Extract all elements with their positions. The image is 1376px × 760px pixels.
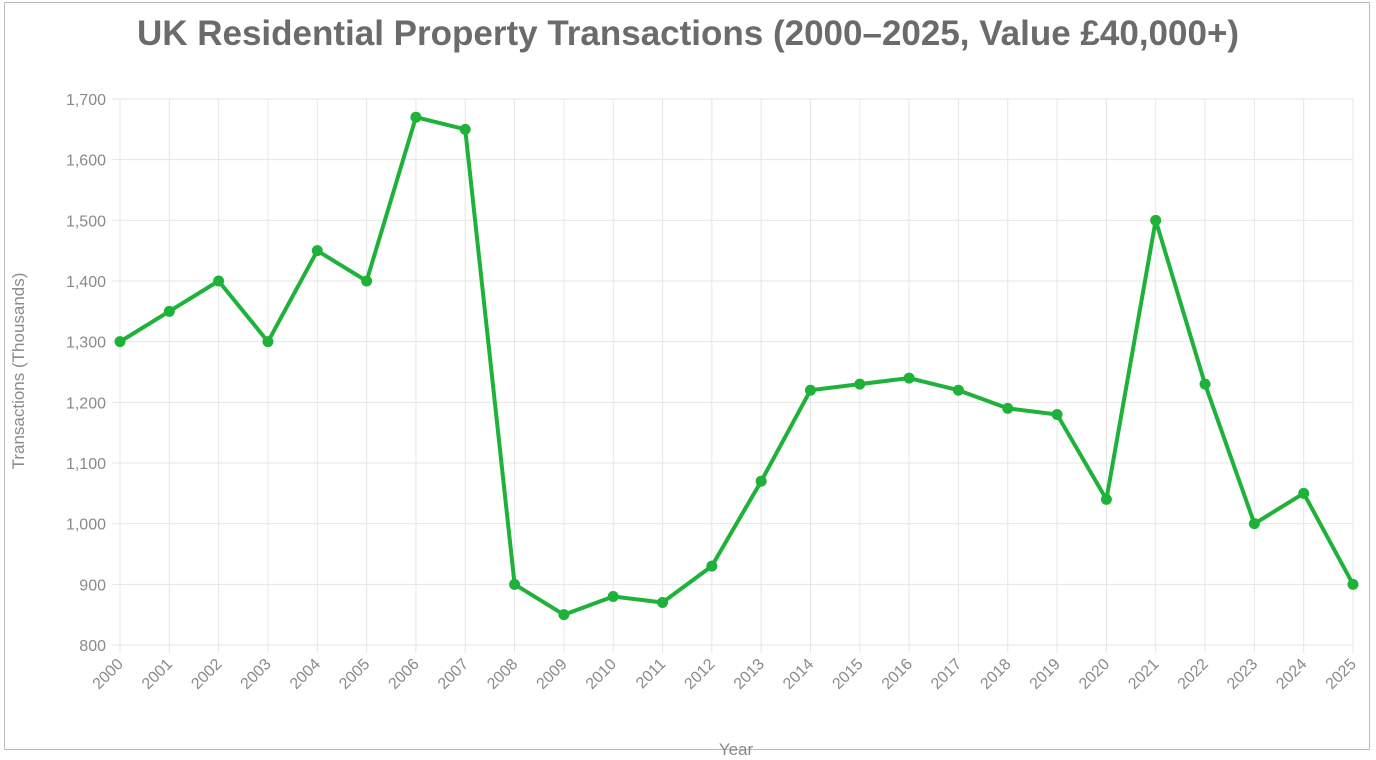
x-tick-label: 2014 xyxy=(780,656,817,693)
data-point xyxy=(509,578,521,590)
x-tick-label: 2018 xyxy=(977,656,1014,693)
x-tick-label: 2013 xyxy=(731,656,768,693)
x-tick-label: 2011 xyxy=(633,656,669,692)
x-tick-label: 2000 xyxy=(90,656,127,693)
data-point xyxy=(607,590,619,602)
x-tick-label: 2022 xyxy=(1175,656,1212,693)
y-tick-label: 900 xyxy=(79,577,106,594)
x-tick-label: 2020 xyxy=(1076,656,1113,693)
y-tick-label: 1,200 xyxy=(66,395,106,412)
data-points xyxy=(114,111,1359,621)
data-point xyxy=(262,336,274,348)
data-point xyxy=(163,305,175,317)
chart-frame xyxy=(4,2,1370,750)
data-point xyxy=(1248,518,1260,530)
data-point xyxy=(558,609,570,621)
data-point xyxy=(1199,378,1211,390)
data-point xyxy=(361,275,373,287)
data-point xyxy=(657,597,669,609)
x-tick-label: 2025 xyxy=(1323,656,1360,693)
x-axis-title: Year xyxy=(719,740,754,759)
data-point xyxy=(854,378,866,390)
x-axis-ticks: 2000 2001 2002 2003 2004 2005 2006 2007 2008 2009… xyxy=(90,656,1360,693)
y-axis-ticks: 1,700 1,600 1,500 1,400 1,300 1,200 1,100 1,000… xyxy=(66,92,106,655)
y-tick-label: 1,400 xyxy=(66,274,106,291)
x-tick-label: 2021 xyxy=(1125,656,1162,693)
y-tick-label: 1,700 xyxy=(66,92,106,109)
x-tick-label: 2009 xyxy=(534,656,571,693)
y-axis-title: Transactions (Thousands) xyxy=(9,273,28,470)
x-tick-label: 2023 xyxy=(1224,656,1261,693)
data-point xyxy=(1002,402,1014,414)
data-point xyxy=(1347,578,1359,590)
data-point xyxy=(213,275,225,287)
y-tick-label: 1,100 xyxy=(66,456,106,473)
x-tick-label: 2016 xyxy=(879,656,916,693)
y-tick-label: 1,000 xyxy=(66,517,106,534)
x-tick-label: 2012 xyxy=(681,656,718,693)
data-point xyxy=(114,336,126,348)
data-point xyxy=(952,384,964,396)
data-point xyxy=(706,560,718,572)
x-tick-label: 2006 xyxy=(386,656,423,693)
x-tick-label: 2019 xyxy=(1027,656,1064,693)
x-tick-label: 2017 xyxy=(928,656,965,693)
data-point xyxy=(459,123,471,135)
x-tick-label: 2024 xyxy=(1273,656,1310,693)
y-tick-label: 800 xyxy=(79,638,106,655)
y-tick-label: 1,500 xyxy=(66,213,106,230)
x-tick-label: 2004 xyxy=(287,656,324,693)
x-tick-label: 2008 xyxy=(484,656,521,693)
data-point xyxy=(311,245,323,257)
data-point xyxy=(1298,487,1310,499)
grid-lines xyxy=(112,98,1354,653)
x-tick-label: 2015 xyxy=(829,656,866,693)
data-point xyxy=(1150,214,1162,226)
data-point xyxy=(1100,493,1112,505)
data-point xyxy=(804,384,816,396)
chart-title: UK Residential Property Transactions (20… xyxy=(136,14,1240,53)
y-tick-label: 1,600 xyxy=(66,153,106,170)
x-tick-label: 2005 xyxy=(336,656,373,693)
x-tick-label: 2002 xyxy=(188,656,225,693)
x-tick-label: 2010 xyxy=(583,656,620,693)
x-tick-label: 2001 xyxy=(139,656,176,693)
data-point xyxy=(755,475,767,487)
data-point xyxy=(1051,408,1063,420)
x-tick-label: 2007 xyxy=(435,656,472,693)
data-point xyxy=(410,111,422,123)
y-tick-label: 1,300 xyxy=(66,335,106,352)
data-point xyxy=(903,372,915,384)
x-tick-label: 2003 xyxy=(238,656,275,693)
series-line xyxy=(118,115,1355,617)
